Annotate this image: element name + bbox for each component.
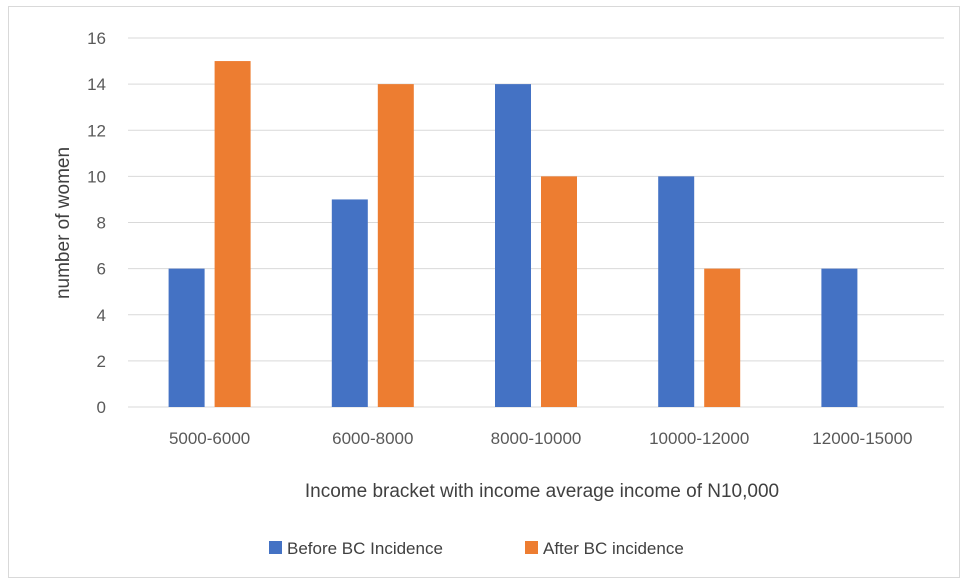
bar-after-8000-10000 <box>541 176 577 407</box>
y-tick-label: 10 <box>87 167 106 186</box>
x-tick-label: 8000-10000 <box>491 429 582 448</box>
y-tick-labels: 0 2 4 6 8 10 12 14 16 <box>87 29 106 417</box>
x-axis-title: Income bracket with income average incom… <box>305 481 779 502</box>
bar-after-6000-8000 <box>377 84 414 407</box>
x-tick-label: 12000-15000 <box>812 429 912 448</box>
y-tick-label: 6 <box>97 260 106 279</box>
legend: Before BC Incidence After BC incidence <box>269 539 684 558</box>
y-axis-title: number of women <box>53 147 74 299</box>
y-tick-label: 2 <box>97 352 106 371</box>
bar-before-6000-8000 <box>331 199 368 407</box>
y-tick-label: 14 <box>87 75 106 94</box>
legend-label: After BC incidence <box>543 539 684 558</box>
x-tick-label: 10000-12000 <box>649 429 749 448</box>
bar-before-8000-10000 <box>495 84 531 407</box>
bar-before-5000-6000 <box>168 268 205 407</box>
legend-swatch <box>269 541 282 554</box>
x-tick-label: 6000-8000 <box>332 429 413 448</box>
legend-swatch <box>525 541 538 554</box>
bar-before-12000-15000 <box>821 268 858 407</box>
bar-after-10000-12000 <box>704 268 741 407</box>
bars <box>168 61 858 407</box>
y-tick-label: 16 <box>87 29 106 48</box>
y-tick-label: 12 <box>87 121 106 140</box>
bar-after-5000-6000 <box>214 61 251 407</box>
y-tick-label: 4 <box>97 306 106 325</box>
chart-frame <box>8 6 960 578</box>
y-tick-label: 8 <box>97 214 106 233</box>
x-tick-labels: 5000-6000 6000-8000 8000-10000 10000-12000 1… <box>169 429 913 448</box>
bar-before-10000-12000 <box>658 176 695 407</box>
x-tick-label: 5000-6000 <box>169 429 250 448</box>
gridlines <box>128 37 944 408</box>
y-tick-label: 0 <box>97 398 106 417</box>
legend-label: Before BC Incidence <box>287 539 443 558</box>
